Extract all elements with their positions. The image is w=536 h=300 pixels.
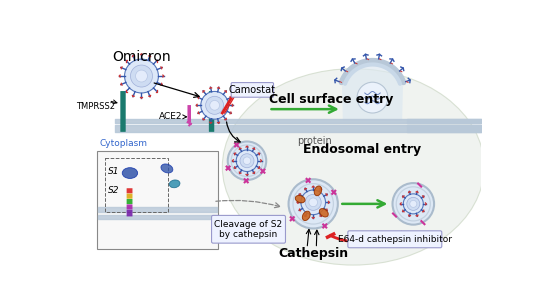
Ellipse shape [319,208,328,217]
Text: Omicron: Omicron [112,50,171,64]
FancyBboxPatch shape [348,231,442,248]
Circle shape [228,142,266,180]
Text: Cell surface entry: Cell surface entry [269,93,393,106]
FancyBboxPatch shape [126,194,132,199]
FancyBboxPatch shape [126,204,132,209]
Ellipse shape [314,186,322,196]
Ellipse shape [122,168,138,178]
Circle shape [403,194,423,214]
Text: Cathepsin: Cathepsin [278,247,348,260]
Circle shape [392,183,434,225]
Text: protein: protein [297,136,332,146]
Circle shape [357,82,388,113]
Text: S2: S2 [108,186,120,195]
Ellipse shape [302,211,310,220]
FancyBboxPatch shape [126,210,132,216]
Text: Endosomal entry: Endosomal entry [303,143,421,157]
Circle shape [309,198,317,207]
Text: Cytoplasm: Cytoplasm [99,140,147,148]
Ellipse shape [222,69,484,265]
Circle shape [410,200,417,207]
Circle shape [407,197,420,210]
Circle shape [243,157,251,164]
FancyBboxPatch shape [97,151,218,248]
Text: S1: S1 [108,167,120,176]
FancyBboxPatch shape [212,215,286,243]
Text: Camostat: Camostat [229,85,276,95]
Circle shape [136,70,147,82]
Circle shape [124,59,159,93]
Circle shape [130,65,153,87]
Ellipse shape [161,164,173,173]
Circle shape [288,179,338,229]
Text: E64-d cathepsin inhibitor: E64-d cathepsin inhibitor [338,235,452,244]
Text: ACE2: ACE2 [159,112,183,122]
Circle shape [305,194,321,210]
Circle shape [236,150,258,172]
Ellipse shape [169,180,180,188]
FancyBboxPatch shape [120,91,126,132]
FancyBboxPatch shape [126,188,132,193]
Circle shape [240,154,254,168]
Circle shape [206,96,224,114]
FancyBboxPatch shape [231,82,273,97]
PathPatch shape [342,62,403,121]
Text: Cleavage of S2
by cathepsin: Cleavage of S2 by cathepsin [214,220,282,239]
Text: TMPRSS2: TMPRSS2 [76,102,115,111]
FancyBboxPatch shape [126,199,132,204]
Circle shape [301,190,325,214]
Circle shape [210,100,219,110]
Ellipse shape [295,195,305,203]
FancyBboxPatch shape [188,105,191,122]
FancyBboxPatch shape [209,91,214,132]
Circle shape [201,92,228,119]
